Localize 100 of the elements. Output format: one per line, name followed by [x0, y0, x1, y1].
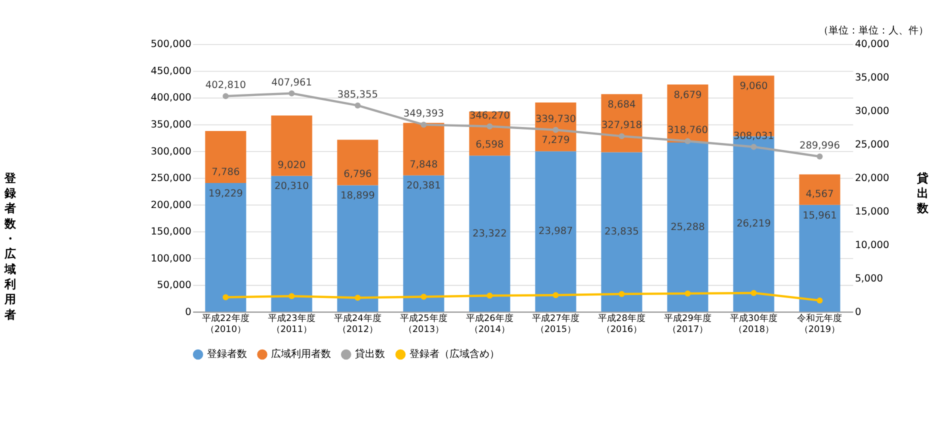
data-label: 402,810 — [205, 80, 246, 92]
y2-tick-label: 40,000 — [854, 39, 890, 50]
y-tick-label: 100,000 — [150, 253, 192, 264]
x-tick-label: 令和元年度（2019） — [797, 313, 842, 335]
data-label: 7,848 — [410, 159, 438, 170]
bar — [337, 185, 378, 312]
point — [420, 294, 427, 300]
y2-tick-label: 10,000 — [854, 240, 890, 251]
point — [552, 126, 559, 133]
y2-tick-label: 20,000 — [854, 173, 890, 184]
text: 登録者数・広域利用者 — [4, 170, 17, 322]
data-label: 6,796 — [344, 169, 372, 180]
data-label: 23,987 — [538, 226, 573, 238]
legend-label: 貸出数 — [355, 348, 386, 360]
data-label: 349,393 — [403, 108, 444, 120]
bar — [205, 130, 246, 184]
data-label: 318,760 — [667, 125, 708, 136]
y2-tick-label: 25,000 — [854, 140, 890, 151]
bar — [205, 183, 246, 312]
data-label: 9,020 — [278, 160, 306, 171]
bar — [271, 115, 312, 176]
point — [750, 290, 757, 296]
point — [552, 292, 559, 298]
point — [222, 294, 229, 300]
y-tick-label: 250,000 — [150, 173, 192, 184]
y-tick-label: 50,000 — [157, 280, 192, 292]
point — [288, 90, 295, 96]
data-label: 23,835 — [604, 226, 639, 238]
point — [288, 293, 295, 300]
data-label: 7,786 — [212, 167, 240, 178]
bar — [469, 156, 510, 312]
point — [354, 294, 361, 301]
data-label: 8,679 — [674, 90, 702, 101]
x-tick-label: 平成29年度（2017） — [664, 313, 712, 335]
x-tick-label: 平成25年度（2013） — [400, 313, 448, 335]
data-label: 6,598 — [476, 140, 504, 151]
y2-tick-label: 35,000 — [854, 72, 890, 84]
legend-label: 登録者（広域含め） — [409, 348, 500, 360]
bar — [337, 140, 378, 186]
y2-tick-label: 0 — [854, 306, 862, 318]
bar — [667, 142, 708, 312]
x-tick-label: 平成28年度（2016） — [598, 313, 646, 335]
point — [618, 133, 625, 140]
y-tick-label: 0 — [185, 306, 192, 318]
point — [684, 290, 691, 296]
data-label: 346,270 — [469, 110, 510, 122]
data-label: 23,322 — [472, 228, 507, 240]
point — [486, 292, 493, 299]
data-label: 20,381 — [406, 180, 441, 192]
y-tick-label: 500,000 — [150, 39, 192, 50]
y-tick-label: 450,000 — [150, 66, 192, 77]
point — [684, 138, 691, 144]
data-label: 15,961 — [802, 210, 837, 222]
data-label: 26,219 — [736, 218, 771, 230]
y-tick-label: 200,000 — [150, 200, 192, 211]
y2-tick-label: 15,000 — [854, 206, 890, 218]
y2-axis-title: 貸出数 — [916, 170, 930, 216]
data-label: 20,310 — [274, 181, 309, 192]
bar — [535, 151, 576, 312]
bar — [403, 175, 444, 312]
data-label: 289,996 — [799, 140, 840, 152]
y2-tick-label: 30,000 — [854, 106, 890, 118]
point — [816, 297, 823, 304]
data-label: 8,684 — [608, 100, 636, 111]
x-tick-label: 平成22年度（2010） — [202, 313, 250, 335]
data-label: 339,730 — [535, 114, 576, 125]
data-label: 19,229 — [208, 188, 243, 200]
data-label: 9,060 — [740, 81, 768, 92]
point — [222, 93, 229, 100]
bar — [799, 204, 840, 312]
bar — [403, 122, 444, 176]
bar — [799, 174, 840, 205]
text: （単位：単位：人、件） — [818, 24, 929, 36]
x-tick-label: 平成30年度（2018） — [730, 313, 778, 335]
point — [816, 154, 823, 160]
data-label: 385,355 — [337, 89, 378, 100]
point — [618, 291, 625, 298]
point — [750, 144, 757, 150]
point — [354, 102, 361, 108]
y-tick-label: 300,000 — [150, 146, 192, 158]
y-tick-label: 400,000 — [150, 92, 192, 104]
point — [486, 123, 493, 130]
bar — [601, 152, 642, 312]
point — [420, 122, 427, 128]
legend-label: 広域利用者数 — [271, 348, 332, 360]
data-label: 7,279 — [542, 135, 570, 146]
x-tick-label: 平成24年度（2012） — [334, 313, 382, 335]
data-label: 407,961 — [271, 77, 312, 88]
legend-label: 登録者数 — [206, 348, 247, 360]
x-tick-label: 平成23年度（2011） — [268, 313, 316, 335]
data-label: 4,567 — [806, 188, 834, 200]
y-tick-label: 350,000 — [150, 119, 192, 130]
data-label: 18,899 — [340, 190, 375, 202]
x-tick-label: 平成27年度（2015） — [532, 313, 580, 335]
bar — [271, 176, 312, 312]
y-tick-label: 150,000 — [150, 226, 192, 238]
x-tick-label: 平成26年度（2014） — [466, 313, 514, 335]
data-label: 25,288 — [670, 222, 705, 233]
y2-tick-label: 5,000 — [854, 273, 883, 284]
data-label: 327,918 — [601, 120, 642, 132]
